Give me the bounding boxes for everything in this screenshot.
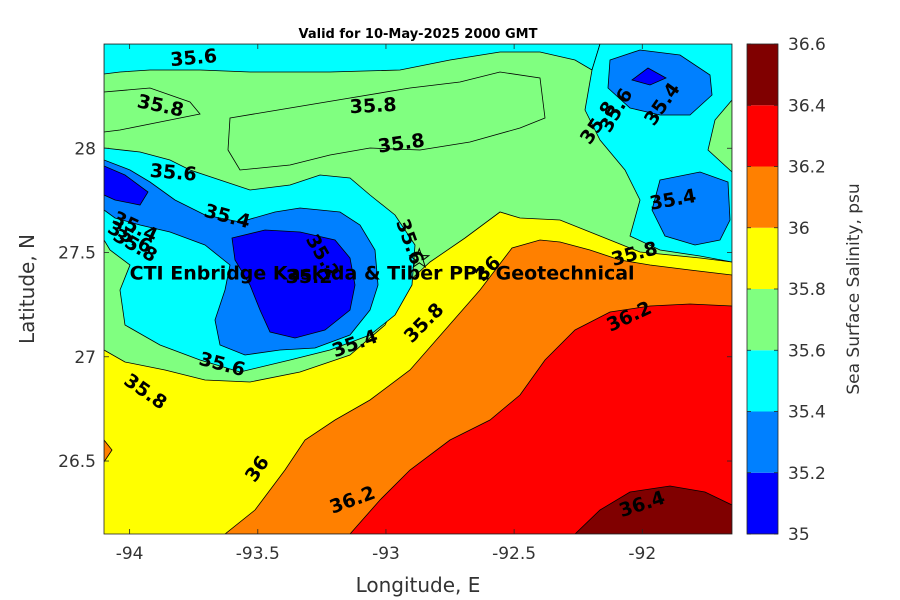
x-tick-label: -94 bbox=[116, 544, 144, 564]
band-35-35.2-ne bbox=[631, 67, 667, 86]
x-tick-label: -93.5 bbox=[236, 544, 280, 564]
y-axis-label: Latitude, N bbox=[15, 234, 39, 344]
plot-frame bbox=[103, 43, 733, 535]
x-tick-label: -93 bbox=[372, 544, 400, 564]
y-tick-label: 27 bbox=[74, 348, 96, 368]
y-tick-label: 28 bbox=[74, 139, 96, 159]
x-axis-label: Longitude, E bbox=[356, 573, 481, 597]
band-35-35.2-west bbox=[104, 165, 149, 206]
band-36-36.2-corner bbox=[104, 439, 113, 463]
colorbar-tick-label: 36.4 bbox=[788, 96, 826, 116]
project-annotation: CTI Enbridge Kaskida & Tiber PPL Geotech… bbox=[130, 263, 635, 285]
band-36.2-36.4 bbox=[349, 303, 732, 534]
colorbar-tick-label: 35.8 bbox=[788, 280, 826, 300]
contour-label: 35.6 bbox=[169, 45, 218, 71]
colorbar-tick-label: 36 bbox=[788, 219, 810, 239]
band-35-35.2 bbox=[231, 229, 356, 339]
figure-title: Valid for 10-May-2025 2000 GMT bbox=[299, 27, 538, 42]
colorbar-tick-label: 36.2 bbox=[788, 158, 826, 178]
band-35.2-35.4-east bbox=[651, 171, 731, 246]
site-star-marker bbox=[408, 247, 431, 269]
colorbar-band bbox=[747, 472, 778, 534]
colorbar-band bbox=[747, 166, 778, 228]
colorbar-band bbox=[747, 44, 778, 106]
colorbar-band bbox=[747, 289, 778, 351]
colorbar-band bbox=[747, 350, 778, 412]
colorbar-tick-label: 36.6 bbox=[788, 35, 826, 55]
x-tick-label: -92 bbox=[628, 544, 656, 564]
colorbar-tick-label: 35.4 bbox=[788, 403, 826, 423]
contour-label: 35.6 bbox=[149, 160, 198, 186]
colorbar-band bbox=[747, 227, 778, 289]
colorbar-band bbox=[747, 105, 778, 167]
colorbar-label: Sea Surface Salinity, psu bbox=[844, 183, 864, 394]
y-tick-label: 26.5 bbox=[58, 452, 96, 472]
colorbar: 35 35.2 35.4 35.6 35.8 36 36.2 36.4 36.6 bbox=[746, 35, 826, 545]
contour-label: 35.2 bbox=[286, 266, 333, 288]
band-35.2-35.4-ne bbox=[607, 49, 713, 116]
colorbar-tick-label: 35.6 bbox=[788, 341, 826, 361]
contour-label: 35.8 bbox=[349, 94, 397, 118]
x-tick-label: -92.5 bbox=[492, 544, 536, 564]
colorbar-tick-label: 35 bbox=[788, 525, 810, 545]
salinity-contour-fill bbox=[104, 44, 732, 534]
colorbar-band bbox=[747, 411, 778, 473]
colorbar-tick-label: 35.2 bbox=[788, 464, 826, 484]
band-36.4-36.6 bbox=[574, 485, 732, 534]
y-tick-label: 27.5 bbox=[58, 244, 96, 264]
